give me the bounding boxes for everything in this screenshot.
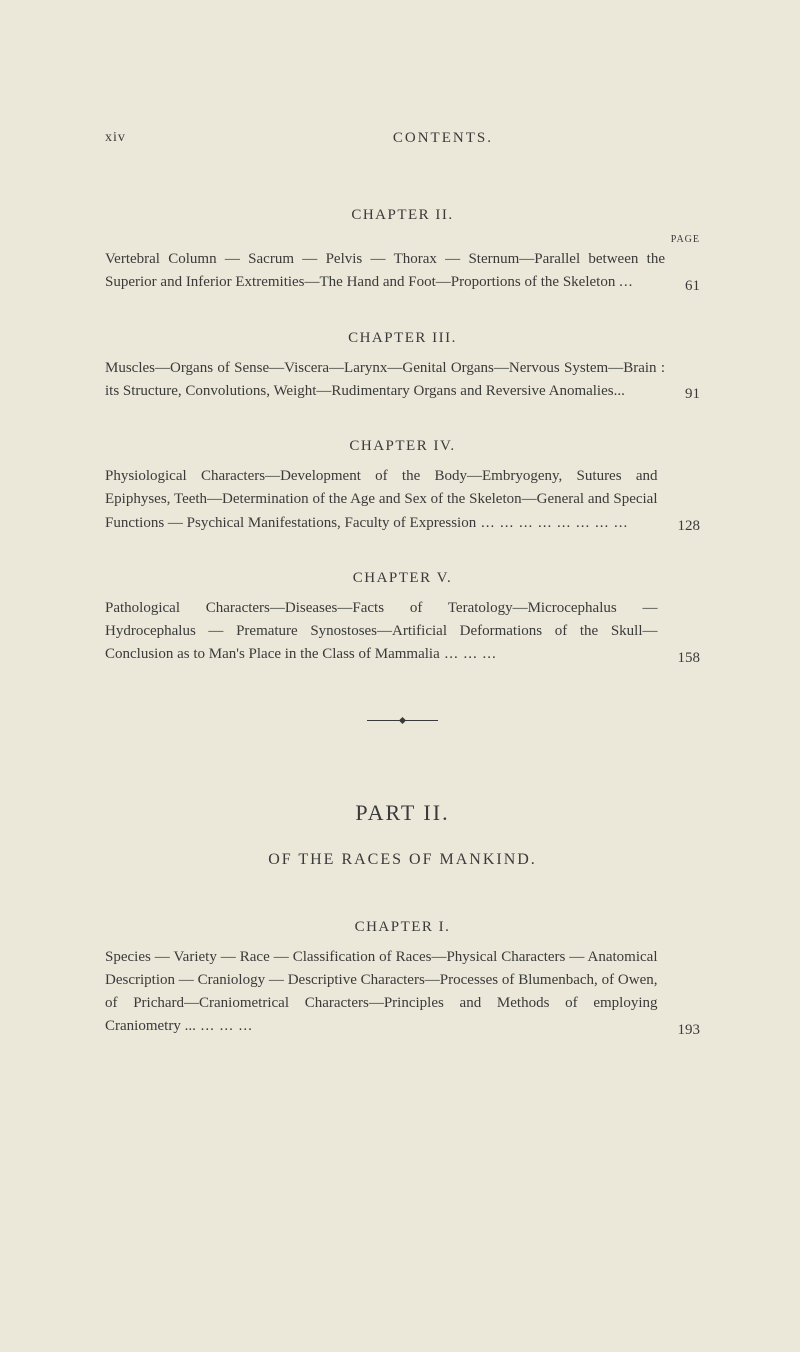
- chapter-block: CHAPTER II. PAGE Vertebral Column — Sacr…: [105, 207, 700, 295]
- entry-text: Muscles—Organs of Sense—Viscera—Larynx—G…: [105, 357, 665, 404]
- toc-entry: Species — Variety — Race — Classificatio…: [105, 946, 700, 1039]
- entry-text: Vertebral Column — Sacrum — Pelvis — Tho…: [105, 248, 665, 295]
- section-separator: [105, 712, 700, 730]
- leader-dots: ... ... ... ... ... ... ... ...: [476, 515, 628, 531]
- entry-text: Species — Variety — Race — Classificatio…: [105, 946, 658, 1039]
- page-header: xiv CONTENTS.: [105, 130, 700, 147]
- entry-page-number: 61: [685, 278, 700, 295]
- entry-description: Vertebral Column — Sacrum — Pelvis — Tho…: [105, 251, 665, 290]
- toc-entry: Physiological Characters—Development of …: [105, 465, 700, 535]
- entry-description: Species — Variety — Race — Classificatio…: [105, 949, 658, 1035]
- chapter-heading: CHAPTER III.: [105, 330, 700, 347]
- entry-page-number: 91: [685, 386, 700, 403]
- page-column-label: PAGE: [105, 234, 700, 245]
- toc-entry: Vertebral Column — Sacrum — Pelvis — Tho…: [105, 248, 700, 295]
- entry-page-number: 158: [678, 650, 701, 667]
- chapter-heading: CHAPTER I.: [105, 919, 700, 936]
- entry-page-number: 193: [678, 1022, 701, 1039]
- chapter-block: CHAPTER V. Pathological Characters—Disea…: [105, 570, 700, 667]
- toc-entry: Pathological Characters—Diseases—Facts o…: [105, 597, 700, 667]
- leader-dots: ...: [619, 274, 633, 290]
- contents-title: CONTENTS.: [393, 130, 493, 147]
- chapter-block: CHAPTER IV. Physiological Characters—Dev…: [105, 438, 700, 535]
- leader-dots: ... ... ...: [196, 1018, 253, 1034]
- chapter-block: CHAPTER I. Species — Variety — Race — Cl…: [105, 919, 700, 1039]
- part-subtitle: OF THE RACES OF MANKIND.: [105, 851, 700, 869]
- entry-text: Pathological Characters—Diseases—Facts o…: [105, 597, 658, 667]
- leader-dots: ... ... ...: [440, 646, 497, 662]
- spacer: [670, 130, 700, 147]
- chapter-heading: CHAPTER V.: [105, 570, 700, 587]
- entry-page-number: 128: [678, 518, 701, 535]
- chapter-heading: CHAPTER II.: [105, 207, 700, 224]
- separator-ornament: [399, 717, 406, 724]
- part-heading: PART II.: [105, 800, 700, 826]
- chapter-heading: CHAPTER IV.: [105, 438, 700, 455]
- toc-entry: Muscles—Organs of Sense—Viscera—Larynx—G…: [105, 357, 700, 404]
- entry-description: Pathological Characters—Diseases—Facts o…: [105, 600, 658, 663]
- chapter-block: CHAPTER III. Muscles—Organs of Sense—Vis…: [105, 330, 700, 404]
- entry-text: Physiological Characters—Development of …: [105, 465, 658, 535]
- page-number: xiv: [105, 130, 126, 147]
